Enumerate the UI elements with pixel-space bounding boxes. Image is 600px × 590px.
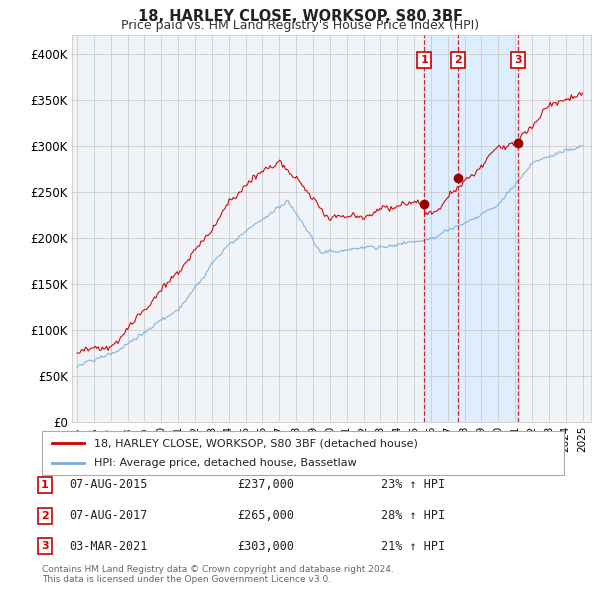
Text: 03-MAR-2021: 03-MAR-2021 — [69, 540, 148, 553]
Text: 3: 3 — [514, 55, 522, 65]
Text: 18, HARLEY CLOSE, WORKSOP, S80 3BF: 18, HARLEY CLOSE, WORKSOP, S80 3BF — [137, 9, 463, 24]
Text: 07-AUG-2017: 07-AUG-2017 — [69, 509, 148, 522]
Text: 3: 3 — [41, 542, 49, 551]
Text: HPI: Average price, detached house, Bassetlaw: HPI: Average price, detached house, Bass… — [94, 458, 357, 467]
Text: 1: 1 — [41, 480, 49, 490]
Text: 2: 2 — [454, 55, 462, 65]
Text: Contains HM Land Registry data © Crown copyright and database right 2024.: Contains HM Land Registry data © Crown c… — [42, 565, 394, 574]
Text: 1: 1 — [421, 55, 428, 65]
Text: 07-AUG-2015: 07-AUG-2015 — [69, 478, 148, 491]
Text: £265,000: £265,000 — [237, 509, 294, 522]
Text: This data is licensed under the Open Government Licence v3.0.: This data is licensed under the Open Gov… — [42, 575, 331, 584]
Text: 2: 2 — [41, 511, 49, 520]
Text: £303,000: £303,000 — [237, 540, 294, 553]
Bar — [424, 35, 518, 422]
Text: £237,000: £237,000 — [237, 478, 294, 491]
Text: 21% ↑ HPI: 21% ↑ HPI — [381, 540, 445, 553]
Text: 18, HARLEY CLOSE, WORKSOP, S80 3BF (detached house): 18, HARLEY CLOSE, WORKSOP, S80 3BF (deta… — [94, 438, 418, 448]
FancyBboxPatch shape — [42, 431, 564, 475]
Text: Price paid vs. HM Land Registry's House Price Index (HPI): Price paid vs. HM Land Registry's House … — [121, 19, 479, 32]
Text: 23% ↑ HPI: 23% ↑ HPI — [381, 478, 445, 491]
Text: 28% ↑ HPI: 28% ↑ HPI — [381, 509, 445, 522]
